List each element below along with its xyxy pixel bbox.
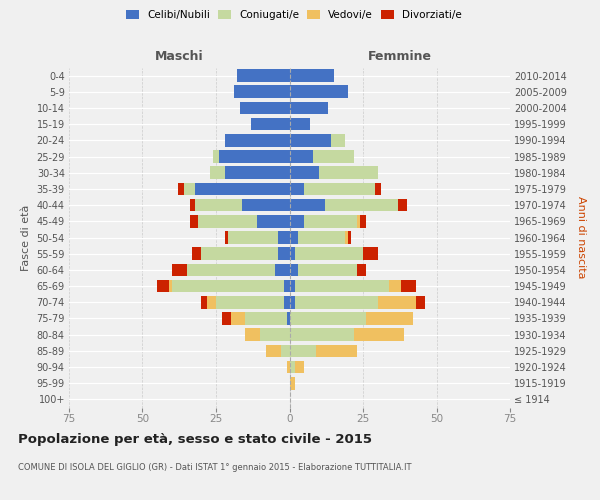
- Bar: [225, 231, 228, 244]
- Bar: [366, 312, 413, 325]
- Bar: [360, 215, 366, 228]
- Bar: [210, 166, 225, 179]
- Bar: [284, 296, 290, 308]
- Bar: [316, 344, 357, 357]
- Bar: [222, 312, 230, 325]
- Bar: [199, 215, 257, 228]
- Bar: [346, 231, 348, 244]
- Bar: [313, 150, 354, 163]
- Bar: [290, 199, 325, 211]
- Bar: [287, 312, 290, 325]
- Bar: [202, 296, 207, 308]
- Bar: [363, 248, 378, 260]
- Bar: [213, 150, 219, 163]
- Bar: [290, 328, 354, 341]
- Bar: [202, 248, 278, 260]
- Bar: [281, 344, 290, 357]
- Bar: [236, 70, 290, 82]
- Bar: [257, 215, 290, 228]
- Bar: [348, 231, 351, 244]
- Text: Popolazione per età, sesso e stato civile - 2015: Popolazione per età, sesso e stato civil…: [18, 432, 372, 446]
- Bar: [389, 280, 401, 292]
- Bar: [290, 118, 310, 130]
- Bar: [295, 248, 363, 260]
- Y-axis label: Anni di nascita: Anni di nascita: [577, 196, 586, 279]
- Bar: [290, 312, 366, 325]
- Bar: [290, 150, 313, 163]
- Bar: [375, 182, 380, 195]
- Bar: [193, 248, 202, 260]
- Bar: [354, 328, 404, 341]
- Text: COMUNE DI ISOLA DEL GIGLIO (GR) - Dati ISTAT 1° gennaio 2015 - Elaborazione TUTT: COMUNE DI ISOLA DEL GIGLIO (GR) - Dati I…: [18, 462, 412, 471]
- Bar: [260, 328, 290, 341]
- Bar: [290, 296, 295, 308]
- Bar: [290, 215, 304, 228]
- Bar: [172, 280, 284, 292]
- Bar: [219, 150, 290, 163]
- Bar: [319, 166, 378, 179]
- Bar: [225, 134, 290, 146]
- Bar: [290, 280, 295, 292]
- Bar: [290, 102, 328, 114]
- Bar: [290, 166, 319, 179]
- Bar: [295, 280, 389, 292]
- Text: Maschi: Maschi: [155, 50, 203, 62]
- Bar: [357, 264, 366, 276]
- Bar: [172, 264, 187, 276]
- Bar: [216, 296, 284, 308]
- Bar: [325, 199, 398, 211]
- Bar: [242, 199, 290, 211]
- Bar: [290, 360, 295, 374]
- Bar: [225, 166, 290, 179]
- Bar: [304, 182, 375, 195]
- Bar: [190, 215, 199, 228]
- Bar: [251, 118, 290, 130]
- Bar: [290, 231, 298, 244]
- Bar: [207, 296, 216, 308]
- Bar: [169, 280, 172, 292]
- Bar: [245, 328, 260, 341]
- Bar: [290, 248, 295, 260]
- Legend: Celibi/Nubili, Coniugati/e, Vedovi/e, Divorziati/e: Celibi/Nubili, Coniugati/e, Vedovi/e, Di…: [124, 8, 464, 22]
- Bar: [295, 360, 304, 374]
- Bar: [290, 134, 331, 146]
- Bar: [245, 312, 287, 325]
- Bar: [290, 182, 304, 195]
- Bar: [230, 312, 245, 325]
- Bar: [278, 248, 290, 260]
- Bar: [357, 215, 360, 228]
- Text: Femmine: Femmine: [368, 50, 432, 62]
- Bar: [331, 134, 346, 146]
- Bar: [196, 199, 242, 211]
- Bar: [284, 280, 290, 292]
- Bar: [187, 264, 275, 276]
- Bar: [239, 102, 290, 114]
- Bar: [290, 70, 334, 82]
- Bar: [178, 182, 184, 195]
- Bar: [278, 231, 290, 244]
- Bar: [290, 86, 348, 98]
- Bar: [298, 231, 346, 244]
- Bar: [304, 215, 357, 228]
- Bar: [157, 280, 169, 292]
- Bar: [196, 182, 290, 195]
- Bar: [290, 264, 298, 276]
- Bar: [398, 199, 407, 211]
- Bar: [298, 264, 357, 276]
- Y-axis label: Fasce di età: Fasce di età: [21, 204, 31, 270]
- Bar: [290, 344, 316, 357]
- Bar: [378, 296, 416, 308]
- Bar: [190, 199, 196, 211]
- Bar: [295, 296, 378, 308]
- Bar: [233, 86, 290, 98]
- Bar: [401, 280, 416, 292]
- Bar: [228, 231, 278, 244]
- Bar: [290, 377, 295, 390]
- Bar: [184, 182, 196, 195]
- Bar: [287, 360, 290, 374]
- Bar: [266, 344, 281, 357]
- Bar: [275, 264, 290, 276]
- Bar: [416, 296, 425, 308]
